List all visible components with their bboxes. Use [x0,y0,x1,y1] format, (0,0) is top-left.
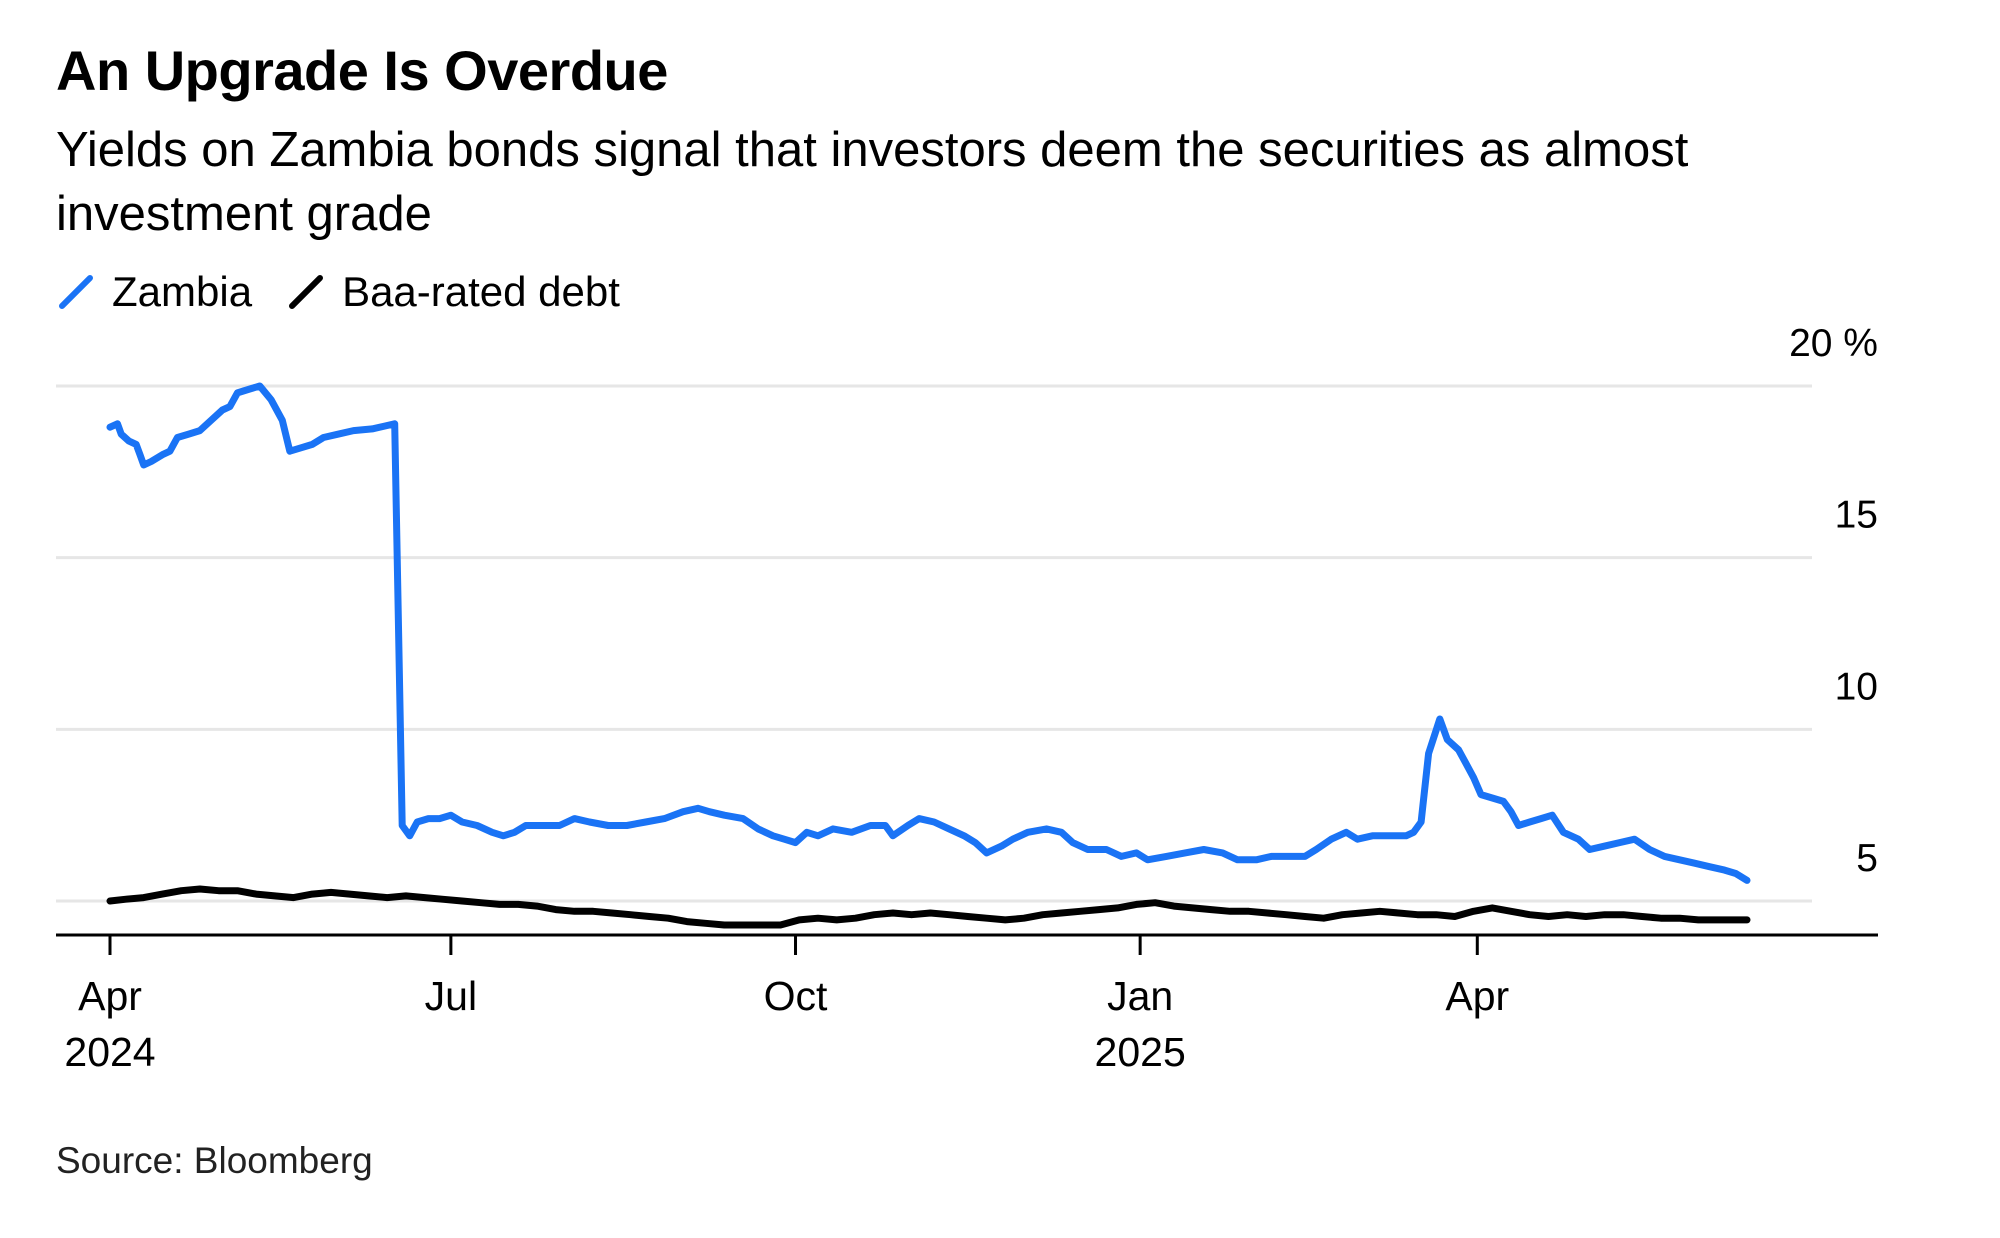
x-tick-label-0: Apr [78,973,142,1019]
source-note: Source: Bloomberg [56,1140,373,1181]
chart-title: An Upgrade Is Overdue [56,39,668,102]
legend-item-zambia: Zambia [56,268,252,316]
legend-item-baa: Baa-rated debt [286,268,620,316]
legend-label-zambia: Zambia [112,268,253,315]
y-tick-label-20: 20 % [1789,322,1878,365]
chart-subtitle: Yields on Zambia bonds signal that inves… [56,123,1689,241]
x-tick-label-2: Oct [764,973,828,1019]
x-tick-label-1: Jul [425,973,477,1019]
y-tick-label-10: 10 [1835,665,1878,708]
series-line-baa-rated-debt [106,885,1751,929]
legend-swatch-baa [289,275,324,309]
x-tick-sublabel-0: 2024 [64,1029,155,1075]
y-tick-label-15: 15 [1835,494,1878,537]
legend-swatch-zambia [59,275,93,309]
x-tick-label-4: Apr [1445,973,1509,1019]
legend-label-baa: Baa-rated debt [342,268,620,315]
gridlines [56,384,1812,903]
legend: Zambia Baa-rated debt [56,266,654,318]
series-line-zambia [106,382,1751,884]
x-tick-sublabel-3: 2025 [1095,1029,1186,1075]
y-tick-label-5: 5 [1856,837,1878,880]
x-tick-label-3: Jan [1107,973,1173,1019]
